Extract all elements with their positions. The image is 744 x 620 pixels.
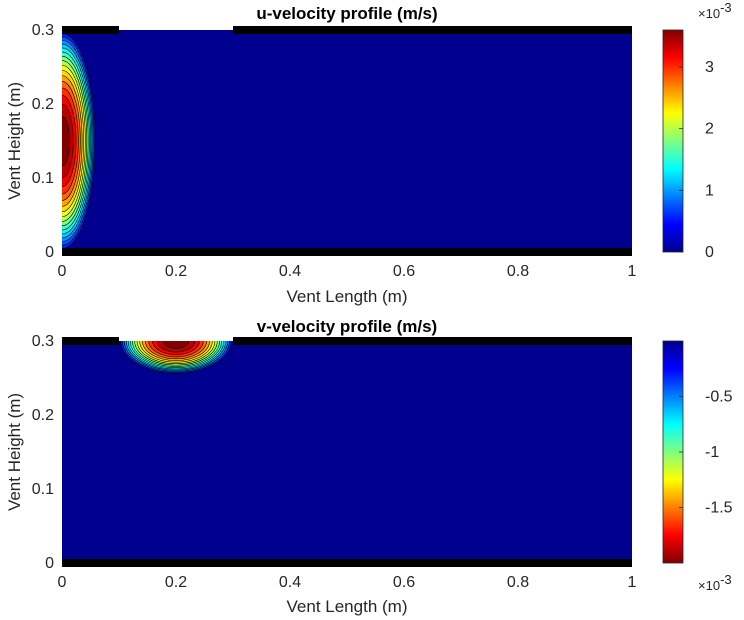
y-tick-label: 0: [45, 555, 54, 572]
x-tick-label: 0.8: [507, 263, 529, 280]
y-tick-label: 0.1: [32, 170, 54, 187]
colorbar-exponent: ×10-3: [698, 572, 732, 593]
colorbar-tick-label: -1.5: [705, 500, 733, 517]
colorbar-tick-label: 2: [705, 121, 714, 138]
colorbar-ticks: 0 1 2 3: [679, 59, 714, 261]
contour-field: [62, 33, 96, 249]
colorbar-tick-label: -0.5: [705, 389, 733, 406]
chart-title: u-velocity profile (m/s): [256, 4, 437, 23]
x-tick-label: 0.4: [279, 574, 301, 591]
y-axis-label: Vent Height (m): [5, 82, 24, 200]
walls: [62, 337, 632, 567]
x-tick-label: 0: [58, 263, 67, 280]
y-axis-label: Vent Height (m): [5, 393, 24, 511]
plot-area-background: [62, 341, 632, 563]
y-axis-ticks: 0 0.1 0.2 0.3: [32, 333, 54, 572]
v-velocity-panel: v-velocity profile (m/s) 0 0.2 0.4 0.6 0.8 1 …: [5, 317, 733, 616]
walls: [62, 26, 632, 256]
wall: [233, 26, 632, 34]
colorbar-tick-label: 1: [705, 182, 714, 199]
x-axis-ticks: 0 0.2 0.4 0.6 0.8 1: [58, 263, 637, 280]
x-tick-label: 1: [628, 574, 637, 591]
colorbar-tick-label: 0: [705, 244, 714, 261]
x-axis-label: Vent Length (m): [287, 597, 408, 616]
wall: [62, 26, 119, 34]
x-tick-label: 0.2: [165, 574, 187, 591]
contour-field: [120, 341, 232, 374]
y-tick-label: 0.2: [32, 407, 54, 424]
wall: [233, 337, 632, 345]
colorbar-tick-label: 3: [705, 59, 714, 76]
y-tick-label: 0.1: [32, 481, 54, 498]
wall: [62, 248, 632, 256]
y-tick-label: 0.2: [32, 96, 54, 113]
contour-level: [162, 341, 190, 349]
colorbar: [662, 29, 684, 253]
y-tick-label: 0.3: [32, 333, 54, 350]
colorbar-tick-label: -1: [705, 444, 719, 461]
x-tick-label: 0.8: [507, 574, 529, 591]
x-tick-label: 0.4: [279, 263, 301, 280]
y-tick-label: 0.3: [32, 22, 54, 39]
u-velocity-panel: u-velocity profile (m/s) 0 0.2 0.4 0.6 0.8 1 …: [5, 0, 732, 306]
colorbar-ticks: -0.5 -1 -1.5: [679, 389, 733, 517]
x-tick-label: 0.2: [165, 263, 187, 280]
wall: [62, 559, 632, 567]
x-axis-label: Vent Length (m): [287, 287, 408, 306]
chart-title: v-velocity profile (m/s): [257, 317, 437, 336]
x-tick-label: 0.6: [393, 263, 415, 280]
x-tick-label: 0: [58, 574, 67, 591]
x-tick-label: 1: [628, 263, 637, 280]
y-axis-ticks: 0 0.1 0.2 0.3: [32, 22, 54, 261]
plot-area-background: [62, 30, 632, 252]
contour-level: [62, 115, 70, 167]
x-axis-ticks: 0 0.2 0.4 0.6 0.8 1: [58, 574, 637, 591]
y-tick-label: 0: [45, 244, 54, 261]
x-tick-label: 0.6: [393, 574, 415, 591]
colorbar-exponent: ×10-3: [698, 0, 732, 21]
wall: [62, 337, 119, 345]
